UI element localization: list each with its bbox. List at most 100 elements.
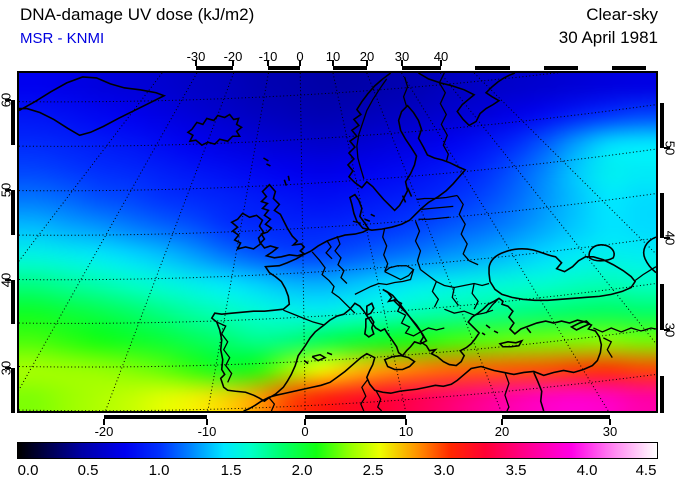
zebra-segment [11, 100, 15, 145]
lon-label-top: -20 [223, 49, 243, 64]
coastline [363, 316, 375, 338]
zebra-segment [660, 193, 664, 238]
uv-field-heatmap-canvas [19, 73, 656, 411]
zebra-border-left [11, 71, 15, 413]
graticule-parallel [19, 237, 656, 281]
lat-tick-right [664, 329, 670, 331]
colorbar-gradient-canvas [18, 443, 657, 458]
country-border [431, 281, 479, 310]
coastline [283, 175, 291, 186]
zebra-segment [11, 368, 15, 413]
graticule-parallel [19, 148, 656, 192]
lat-label-left: 30 [0, 360, 14, 376]
coastline [366, 302, 375, 317]
graticule-meridian [473, 73, 656, 255]
country-border [593, 327, 656, 333]
lon-label-top: 20 [359, 49, 375, 64]
country-border [414, 221, 422, 270]
lon-tick-top [299, 60, 301, 66]
country-border [438, 73, 449, 163]
country-border [420, 269, 490, 289]
lon-tick-top [332, 60, 334, 66]
zebra-segment [196, 66, 233, 70]
country-border [216, 321, 233, 383]
country-border [402, 76, 409, 107]
coastline [488, 248, 637, 302]
lon-label-top: 40 [433, 49, 449, 64]
lon-label-top: -30 [186, 49, 206, 64]
zebra-segment [660, 376, 664, 413]
graticule-meridian [104, 73, 235, 411]
date-label: 30 April 1981 [558, 28, 658, 47]
graticule-parallel [19, 373, 656, 411]
lon-label-bottom: -10 [197, 424, 217, 439]
zebra-segment [11, 190, 15, 235]
colorbar-tick-label: 1.5 [220, 462, 242, 479]
zebra-segment [660, 103, 664, 148]
colorbar-tick-label: 4.5 [635, 462, 657, 479]
graticule-parallel [19, 283, 656, 324]
country-border [325, 240, 333, 260]
lat-tick-left [5, 189, 11, 191]
zebra-segment [104, 415, 207, 419]
lon-tick-bottom [405, 419, 407, 425]
country-border [444, 298, 499, 316]
country-border [634, 266, 656, 282]
zebra-border-right [660, 71, 664, 413]
coastline [383, 354, 416, 371]
coastline [364, 213, 376, 222]
coastline [303, 351, 333, 365]
map-frame [17, 71, 658, 413]
zebra-segment [402, 66, 441, 70]
lon-tick-bottom [609, 419, 611, 425]
lat-label-left: 50 [0, 182, 14, 198]
lat-label-left: 60 [0, 92, 14, 108]
colorbar-tick-label: 4.0 [576, 462, 598, 479]
graticule-meridian [332, 73, 407, 411]
coastline [498, 339, 524, 348]
country-borders-layer [216, 73, 656, 411]
zebra-segment [660, 284, 664, 330]
country-border [375, 389, 383, 411]
coastline [186, 113, 243, 147]
lon-tick-top [267, 60, 269, 66]
coastline [481, 324, 532, 336]
country-border [352, 220, 362, 224]
country-border [382, 228, 389, 272]
lat-tick-left [5, 279, 11, 281]
zebra-segment [305, 415, 406, 419]
colorbar-tick-label: 1.0 [148, 462, 170, 479]
lon-tick-top [366, 60, 368, 66]
lon-label-top: 0 [296, 49, 304, 64]
lon-label-bottom: -20 [94, 424, 114, 439]
country-border [283, 309, 325, 326]
country-border [356, 78, 388, 179]
zebra-segment [333, 66, 367, 70]
zebra-segment [11, 280, 15, 324]
colorbar-tick-label: 0.5 [77, 462, 99, 479]
zebra-segment [502, 415, 610, 419]
zebra-segment [612, 66, 646, 70]
graticule-meridian [19, 73, 163, 262]
lat-label-right: 40 [662, 230, 678, 246]
lon-label-bottom: 10 [398, 424, 414, 439]
country-border [334, 235, 348, 284]
country-border [456, 195, 479, 266]
coastline [263, 157, 271, 167]
lon-tick-top [195, 60, 197, 66]
country-border [360, 378, 369, 411]
country-border [393, 298, 421, 337]
lon-label-bottom: 30 [602, 424, 618, 439]
page-title: DNA-damage UV dose (kJ/m2) [20, 5, 255, 24]
lat-tick-left [5, 99, 11, 101]
lon-tick-top [232, 60, 234, 66]
country-border [311, 251, 356, 314]
lon-tick-bottom [501, 419, 503, 425]
country-border [603, 337, 613, 358]
lat-label-right: 50 [662, 140, 678, 156]
lon-tick-bottom [103, 419, 105, 425]
graticule-parallel [19, 193, 656, 236]
graticule-parallel [19, 328, 656, 368]
coastline [533, 372, 545, 411]
